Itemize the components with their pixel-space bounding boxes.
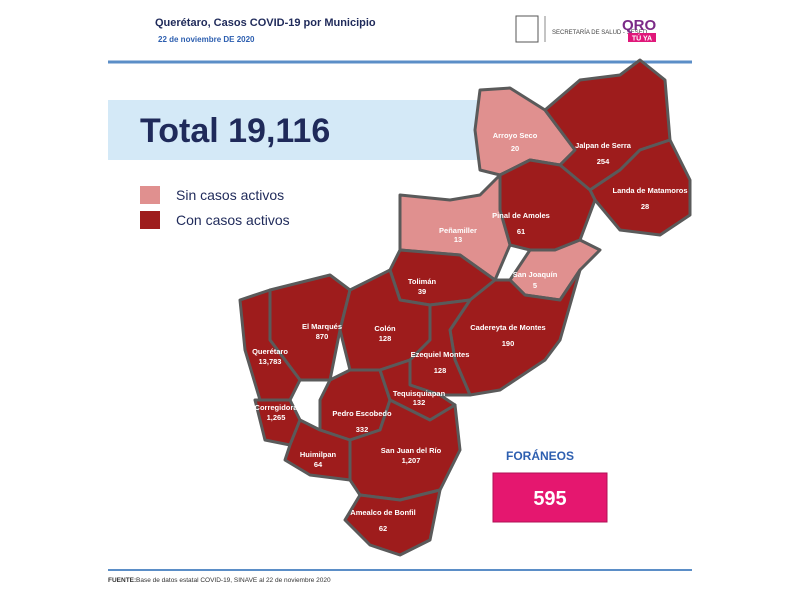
region-name: Cadereyta de Montes: [470, 323, 545, 332]
region-name: Querétaro: [252, 347, 288, 356]
region-count: 254: [597, 157, 610, 166]
region-name: Arroyo Seco: [493, 131, 538, 140]
foreign-box: [492, 472, 608, 523]
agency: SECRETARÍA DE SALUD - SESEQ: [552, 29, 648, 36]
region-count: 1,265: [267, 413, 286, 422]
region: [348, 398, 462, 502]
region-name: Jalpan de Serra: [575, 141, 632, 150]
region-name: San Joaquín: [513, 270, 558, 279]
region: [408, 298, 472, 397]
region-name: Huimilpan: [300, 450, 337, 459]
region-count: 132: [413, 398, 426, 407]
title: Querétaro, Casos COVID-19 por Municipio: [155, 17, 376, 29]
region-count: 128: [379, 334, 392, 343]
legend-swatch: [140, 211, 160, 229]
region-count: 190: [502, 339, 515, 348]
map-labels: Arroyo Seco 20 Jalpan de Serra 254 Landa…: [252, 131, 687, 533]
region-name: Corregidora: [255, 403, 299, 412]
region-count: 64: [314, 460, 323, 469]
region-count: 870: [316, 332, 329, 341]
region-count: 62: [379, 524, 387, 533]
total: Total 19,116: [140, 112, 330, 150]
map: [238, 58, 692, 557]
region-count: 20: [511, 144, 519, 153]
foreign-count: 595: [533, 488, 566, 510]
region-name: Tequisquiapan: [393, 389, 446, 398]
region-count: 13: [454, 235, 462, 244]
region-name: Pinal de Amoles: [492, 211, 550, 220]
region-count: 61: [517, 227, 525, 236]
legend-label: Sin casos activos: [176, 187, 284, 203]
region-name: Landa de Matamoros: [612, 186, 687, 195]
region-count: 13,783: [259, 357, 282, 366]
region-count: 1,207: [402, 456, 421, 465]
region-count: 128: [434, 366, 447, 375]
region-name: El Marqués: [302, 322, 342, 331]
region-name: Amealco de Bonfil: [350, 508, 415, 517]
region-name: Tolimán: [408, 277, 437, 286]
brand-tag: TÚ YA: [632, 34, 652, 43]
crest: [515, 15, 539, 43]
legend-label: Con casos activos: [176, 212, 290, 228]
region-name: San Juan del Río: [381, 446, 442, 455]
region: [238, 288, 302, 402]
region: [343, 488, 442, 557]
footer-label: FUENTE:: [108, 577, 136, 584]
legend-swatch: [140, 186, 160, 204]
brand: QRO: [622, 17, 657, 34]
region-name: Ezequiel Montes: [411, 350, 470, 359]
region-count: 5: [533, 281, 537, 290]
footer-text: Base de datos estatal COVID-19, SINAVE a…: [136, 577, 331, 584]
region-count: 332: [356, 425, 369, 434]
foreign-label: FORÁNEOS: [506, 448, 574, 463]
region-count: 39: [418, 287, 426, 296]
region-name: Colón: [374, 324, 396, 333]
brand-tag-box: [628, 33, 656, 42]
date: 22 de noviembre DE 2020: [158, 35, 255, 44]
region-name: Peñamiller: [439, 226, 477, 235]
region-name: Pedro Escobedo: [332, 409, 392, 418]
total-box: [108, 100, 488, 160]
region-count: 28: [641, 202, 649, 211]
